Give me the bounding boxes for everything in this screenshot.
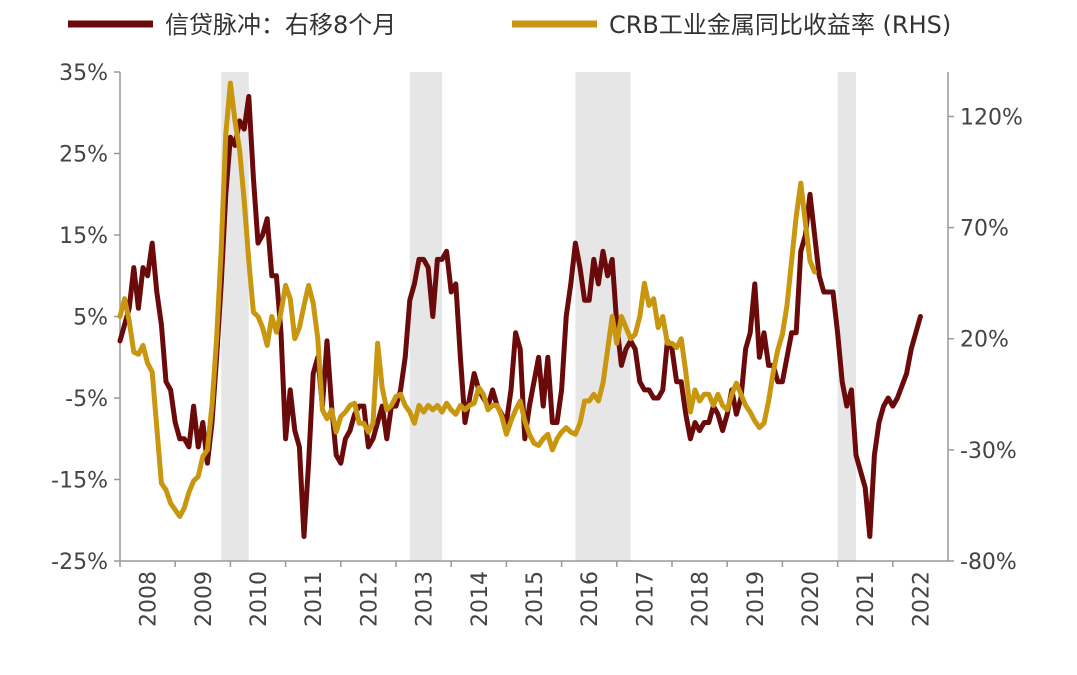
x-axis-tick-label: 2022 [909, 571, 934, 627]
legend: 信贷脉冲：右移8个月 CRB工业金属同比收益率 (RHS) [68, 11, 951, 39]
x-axis-tick-label: 2021 [854, 571, 879, 627]
left-axis-tick-label: 35% [59, 61, 108, 86]
legend-label: 信贷脉冲：右移8个月 [165, 11, 396, 39]
left-axis-tick-label: 5% [73, 306, 108, 331]
x-axis-tick-label: 2015 [523, 571, 548, 627]
x-axis-tick-label: 2017 [633, 571, 658, 627]
right-axis-tick-label: -30% [960, 439, 1017, 464]
right-axis-tick-label: 20% [960, 328, 1009, 353]
right-axis-tick-label: 120% [960, 105, 1023, 130]
x-axis-tick-label: 2016 [578, 571, 603, 627]
series-lines [117, 80, 923, 539]
shaded-period [837, 72, 856, 561]
x-axis-tick-label: 2019 [744, 571, 769, 627]
x-axis-tick-label: 2011 [302, 571, 327, 627]
x-axis-tick-label: 2018 [689, 571, 714, 627]
shaded-period [409, 72, 442, 561]
legend-label: CRB工业金属同比收益率 (RHS) [609, 11, 951, 39]
x-axis-tick-label: 2008 [137, 571, 162, 627]
left-axis-tick-label: 25% [59, 143, 108, 168]
left-axis-tick-label: -5% [65, 387, 108, 412]
x-axis-tick-label: 2014 [468, 571, 493, 627]
x-axis-tick-label: 2009 [192, 571, 217, 627]
right-axis-tick-label: -80% [960, 550, 1017, 575]
right-axis-tick-label: 70% [960, 217, 1009, 242]
series-line-2 [117, 80, 818, 519]
left-axis-tick-label: -15% [51, 469, 108, 494]
x-axis-tick-label: 2020 [799, 571, 824, 627]
x-axis-tick-label: 2010 [247, 571, 272, 627]
x-axis-tick-label: 2013 [413, 571, 438, 627]
left-axis-tick-label: -25% [51, 550, 108, 575]
left-axis-tick-label: 15% [59, 224, 108, 249]
x-axis-tick-label: 2012 [357, 571, 382, 627]
series-line-1 [117, 94, 923, 539]
axes: 35% 25% 15% 5% -5% -15% -25% 120% 70% 20% -30% -80%… [51, 61, 1023, 627]
